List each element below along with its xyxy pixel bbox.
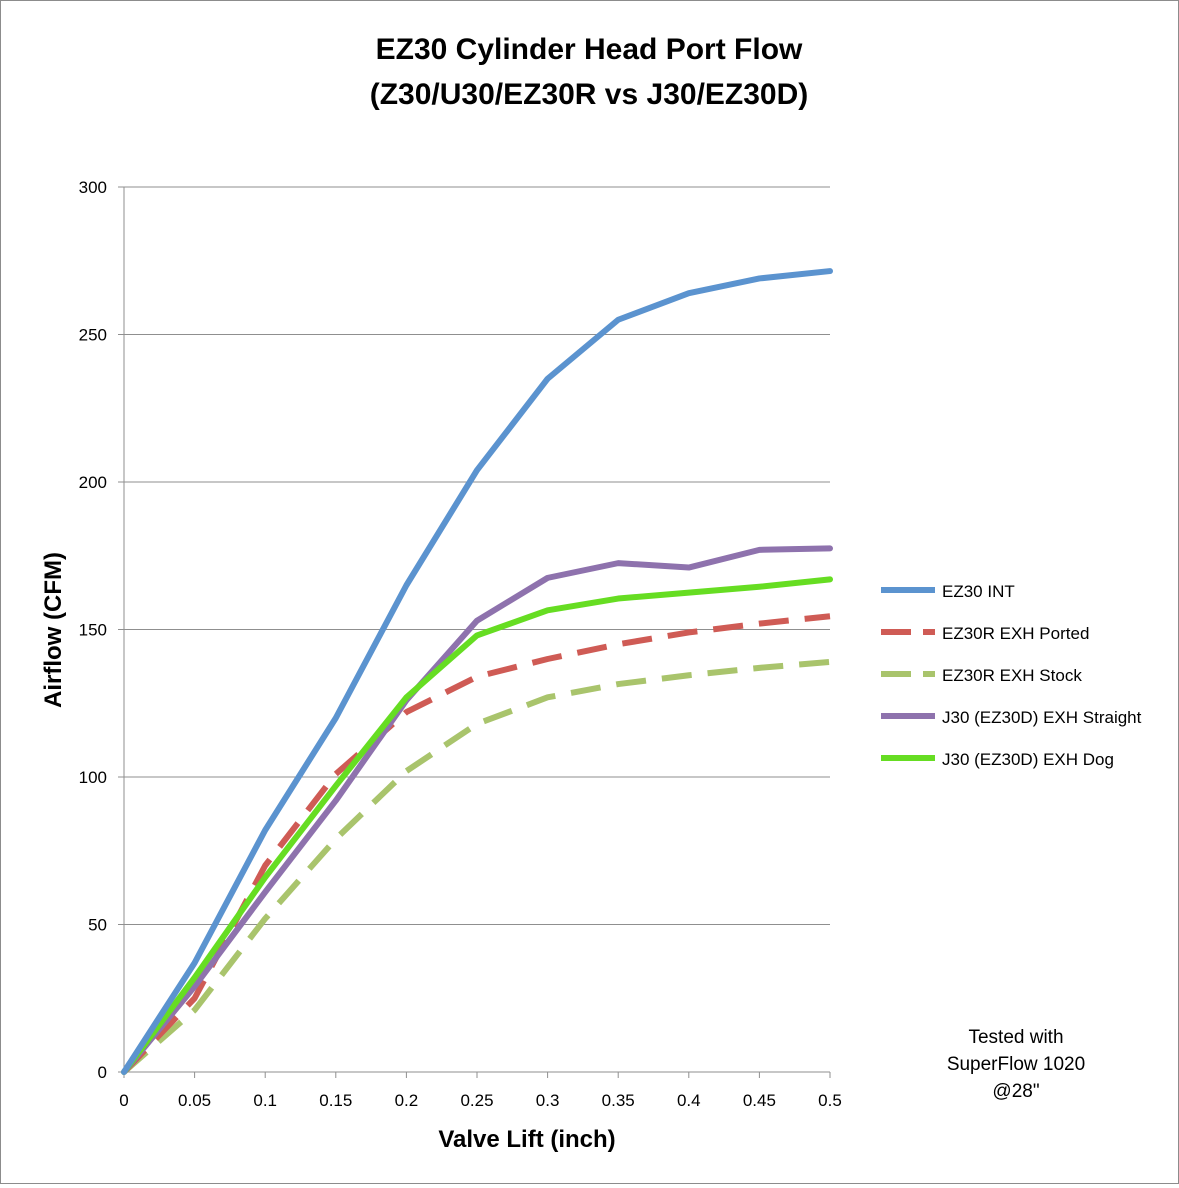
legend-label-j30-ez30d-exh-dog: J30 (EZ30D) EXH Dog	[942, 750, 1114, 769]
legend-label-j30-ez30d-exh-straight: J30 (EZ30D) EXH Straight	[942, 708, 1142, 727]
series-line-j30-ez30d-exh-dog	[121, 576, 833, 1075]
y-tick-label-150: 150	[79, 621, 107, 640]
annotation-line-1: Tested with	[968, 1027, 1063, 1048]
annotation-line-2: SuperFlow 1020	[947, 1054, 1085, 1075]
series-line-j30-ez30d-exh-straight	[121, 545, 833, 1075]
x-tick-label-5: 0.25	[460, 1091, 493, 1110]
series-line-ez30r-exh-stock	[122, 658, 831, 1075]
series-line-ez30r-exh-ported	[121, 613, 831, 1075]
legend: EZ30 INT EZ30R EXH Ported EZ30R EXH Stock J…	[881, 582, 1142, 769]
y-axis-label: Airflow (CFM)	[40, 552, 67, 708]
chart-title: EZ30 Cylinder Head Port Flow (Z30/U30/EZ…	[370, 33, 809, 111]
axes	[118, 186, 831, 1078]
x-tick-label-4: 0.2	[395, 1091, 419, 1110]
legend-label-ez30r-exh-ported: EZ30R EXH Ported	[942, 624, 1089, 643]
chart-title-line-1: EZ30 Cylinder Head Port Flow	[376, 33, 803, 66]
annotation-line-3: @28"	[992, 1081, 1039, 1102]
x-tick-labels: 0 0.05 0.1 0.15 0.2 0.25 0.3 0.35 0.4 0.45 0.5	[119, 1091, 842, 1110]
y-tick-label-200: 200	[79, 473, 107, 492]
y-tick-label-300: 300	[79, 178, 107, 197]
x-tick-label-8: 0.4	[677, 1091, 701, 1110]
x-tick-label-10: 0.5	[818, 1091, 842, 1110]
y-tick-label-0: 0	[98, 1063, 107, 1082]
gridlines	[124, 186, 830, 925]
legend-label-ez30r-exh-stock: EZ30R EXH Stock	[942, 666, 1082, 685]
chart-title-line-2: (Z30/U30/EZ30R vs J30/EZ30D)	[370, 78, 809, 111]
x-tick-label-1: 0.05	[178, 1091, 211, 1110]
test-annotation: Tested with SuperFlow 1020 @28"	[947, 1027, 1085, 1102]
y-tick-label-50: 50	[88, 916, 107, 935]
series-line-ez30-int	[121, 268, 833, 1075]
x-tick-label-7: 0.35	[602, 1091, 635, 1110]
x-tick-label-2: 0.1	[253, 1091, 277, 1110]
x-tick-label-0: 0	[119, 1091, 128, 1110]
x-tick-label-9: 0.45	[743, 1091, 776, 1110]
y-tick-label-250: 250	[79, 326, 107, 345]
legend-label-ez30-int: EZ30 INT	[942, 582, 1015, 601]
x-tick-label-3: 0.15	[319, 1091, 352, 1110]
x-tick-label-6: 0.3	[536, 1091, 560, 1110]
x-axis-label: Valve Lift (inch)	[438, 1126, 615, 1153]
y-tick-labels: 0 50 100 150 200 250 300	[79, 178, 107, 1082]
y-tick-label-100: 100	[79, 768, 107, 787]
series-lines	[121, 268, 833, 1075]
